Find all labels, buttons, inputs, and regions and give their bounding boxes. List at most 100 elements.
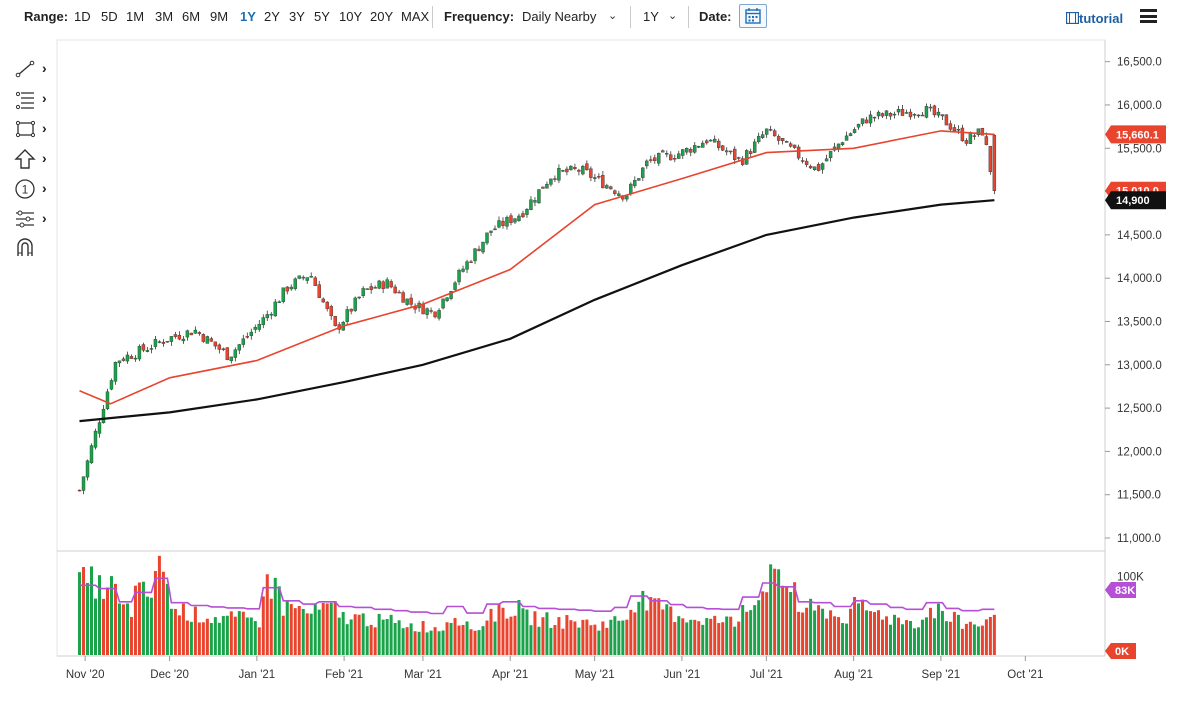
volume-bar	[729, 616, 733, 655]
price-axis: 16,500.016,000.015,500.015,000.014,500.0…	[1105, 57, 1162, 545]
fibonacci-tool-button[interactable]: ›	[14, 88, 54, 112]
film-icon	[1065, 11, 1080, 25]
period-select[interactable]: 1Y	[643, 9, 659, 24]
volume-bar	[609, 619, 613, 655]
volume-bar	[197, 622, 201, 655]
volume-bar	[449, 622, 453, 655]
tutorial-link[interactable]: tutorial	[1065, 11, 1123, 26]
volume-bar	[433, 627, 437, 655]
volume-bar	[245, 617, 249, 655]
volume-bar	[501, 607, 505, 655]
calendar-button[interactable]	[739, 4, 767, 28]
candle-body	[681, 149, 685, 156]
candle-body	[725, 150, 729, 153]
rectangle-tool-button[interactable]: ›	[14, 118, 54, 142]
candle-body	[197, 332, 202, 334]
candle-body	[221, 348, 226, 350]
candle-body	[309, 276, 313, 278]
chevron-down-icon[interactable]: ⌄	[668, 10, 678, 22]
range-button-20y[interactable]: 20Y	[370, 9, 394, 24]
price-tick-label: 15,500.0	[1117, 143, 1162, 155]
volume-bar	[109, 576, 113, 655]
range-button-1d[interactable]: 1D	[74, 9, 91, 24]
volume-bar	[793, 582, 797, 655]
range-button-9m[interactable]: 9M	[210, 9, 229, 24]
hamburger-menu-icon[interactable]	[1140, 9, 1157, 23]
range-button-5y[interactable]: 5Y	[314, 9, 330, 24]
volume-bar	[553, 625, 557, 655]
frequency-select[interactable]: Daily Nearby	[522, 9, 597, 24]
candle-body	[265, 314, 269, 319]
candle-body	[601, 174, 605, 189]
volume-bar	[565, 615, 569, 655]
range-button-10y[interactable]: 10Y	[339, 9, 363, 24]
candle-body	[936, 111, 941, 116]
volume-bar	[209, 623, 213, 655]
candle-body	[289, 286, 293, 290]
candle-body	[908, 111, 913, 118]
volume-bar	[377, 613, 381, 655]
range-button-max[interactable]: MAX	[401, 9, 430, 24]
candle-body	[896, 109, 901, 113]
arrow-tool-button[interactable]: ›	[14, 148, 54, 172]
range-button-5d[interactable]: 5D	[101, 9, 118, 24]
candle-body	[449, 291, 453, 299]
range-button-6m[interactable]: 6M	[182, 9, 201, 24]
line-draw-icon	[15, 60, 35, 78]
marker-tool-button[interactable]: 1 ›	[14, 178, 54, 202]
candle-body	[637, 178, 641, 181]
volume-bar	[573, 621, 577, 655]
measure-tool-button[interactable]: ›	[14, 208, 54, 232]
volume-bar	[429, 630, 433, 655]
volume-bar	[273, 577, 277, 655]
candle-body	[353, 297, 357, 311]
range-button-1y[interactable]: 1Y	[240, 9, 256, 24]
volume-bar	[956, 614, 960, 655]
candle-body	[161, 341, 166, 344]
ma-short-tag-label: 15,660.1	[1116, 129, 1159, 141]
volume-bar	[761, 591, 765, 655]
line-tool-button[interactable]: ›	[14, 58, 54, 82]
volume-bar	[105, 587, 109, 655]
range-button-3y[interactable]: 3Y	[289, 9, 305, 24]
volume-bar	[297, 606, 301, 655]
candle-body	[752, 141, 757, 153]
chevron-down-icon[interactable]: ⌄	[608, 10, 618, 22]
volume-bar	[577, 627, 581, 655]
range-button-1m[interactable]: 1M	[126, 9, 145, 24]
volume-bar	[597, 630, 601, 655]
volume-bar	[417, 631, 421, 655]
volume-bar	[765, 592, 769, 655]
volume-bar	[113, 583, 117, 655]
candle-body	[185, 330, 190, 338]
candle-body	[377, 280, 381, 289]
candle-body	[549, 178, 553, 185]
candle-body	[577, 169, 581, 172]
candle-body	[685, 148, 689, 153]
candle-body	[609, 186, 613, 190]
volume-bar	[881, 619, 885, 655]
measure-icon	[16, 210, 34, 228]
range-button-3m[interactable]: 3M	[155, 9, 174, 24]
candle-body	[269, 313, 273, 316]
volume-bar	[473, 630, 477, 655]
volume-bar	[305, 613, 309, 655]
volume-bar	[121, 604, 125, 655]
candle-body	[988, 146, 993, 173]
volume-bar	[896, 617, 900, 655]
candle-body	[617, 193, 621, 196]
candle-body	[381, 281, 385, 289]
fibonacci-icon	[15, 91, 34, 110]
candle-body	[481, 241, 485, 253]
candle-body	[968, 132, 973, 144]
candle-body	[585, 163, 589, 171]
volume-bar	[948, 621, 952, 655]
volume-bar	[373, 627, 377, 655]
candle-body	[357, 296, 361, 299]
candle-body	[105, 391, 110, 410]
magnet-tool-button[interactable]	[14, 236, 54, 260]
volume-bar	[829, 610, 833, 655]
range-button-2y[interactable]: 2Y	[264, 9, 280, 24]
